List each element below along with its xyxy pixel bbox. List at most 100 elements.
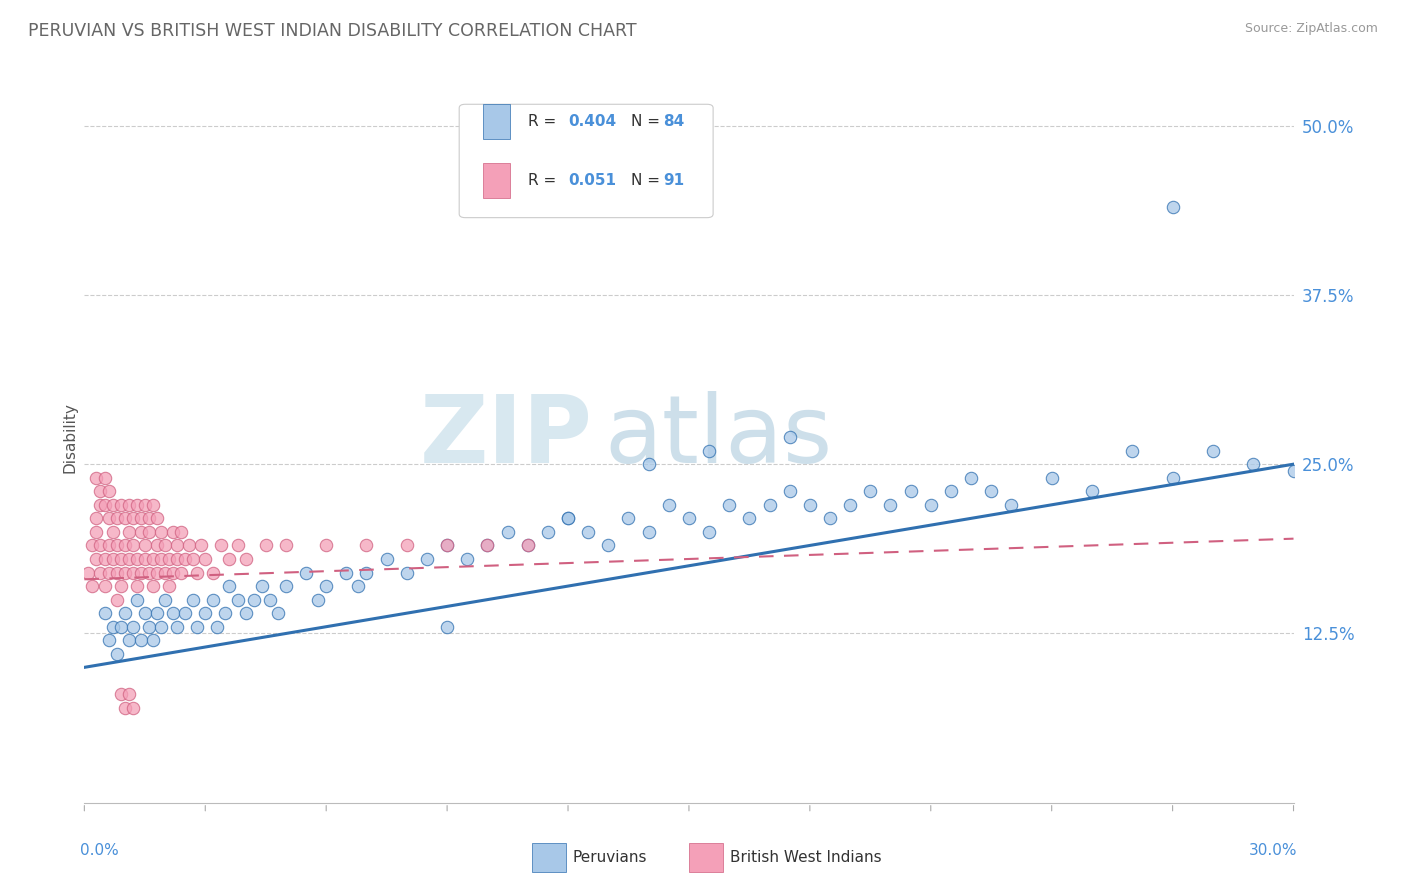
Point — [436, 538, 458, 552]
Point — [134, 552, 156, 566]
Point — [125, 579, 148, 593]
Point — [218, 579, 240, 593]
Point — [617, 511, 640, 525]
Point — [1000, 498, 1022, 512]
Point — [105, 538, 128, 552]
Point — [375, 552, 398, 566]
Point — [347, 579, 370, 593]
FancyBboxPatch shape — [531, 843, 565, 872]
Point — [138, 566, 160, 580]
Point — [637, 457, 659, 471]
Point — [818, 511, 841, 525]
Point — [335, 566, 357, 580]
Point — [477, 538, 499, 552]
Point — [537, 524, 560, 539]
Point — [779, 484, 801, 499]
Text: 0.051: 0.051 — [568, 173, 616, 188]
Point — [110, 498, 132, 512]
Text: ZIP: ZIP — [419, 391, 592, 483]
Text: PERUVIAN VS BRITISH WEST INDIAN DISABILITY CORRELATION CHART: PERUVIAN VS BRITISH WEST INDIAN DISABILI… — [28, 22, 637, 40]
Point — [1282, 464, 1305, 478]
Point — [395, 566, 418, 580]
Text: Source: ZipAtlas.com: Source: ZipAtlas.com — [1244, 22, 1378, 36]
Point — [179, 538, 201, 552]
Point — [114, 538, 136, 552]
Point — [202, 592, 225, 607]
Point — [456, 552, 478, 566]
Point — [516, 538, 538, 552]
Point — [1161, 200, 1184, 214]
Point — [576, 524, 599, 539]
Text: 0.404: 0.404 — [568, 113, 616, 128]
Point — [214, 606, 236, 620]
Point — [1241, 457, 1264, 471]
FancyBboxPatch shape — [484, 162, 510, 198]
Point — [105, 592, 128, 607]
Text: Peruvians: Peruvians — [572, 850, 647, 865]
Text: N =: N = — [631, 113, 659, 128]
Point — [416, 552, 439, 566]
Point — [879, 498, 901, 512]
Point — [89, 538, 111, 552]
Point — [598, 538, 620, 552]
Point — [121, 511, 143, 525]
Point — [89, 566, 111, 580]
Point — [315, 538, 337, 552]
Point — [242, 592, 264, 607]
Point — [274, 538, 297, 552]
Point — [436, 538, 458, 552]
Point — [101, 620, 124, 634]
Point — [97, 633, 120, 648]
Point — [101, 498, 124, 512]
Point — [697, 443, 720, 458]
Point — [118, 688, 141, 702]
Point — [114, 566, 136, 580]
Point — [153, 538, 176, 552]
Point — [153, 592, 176, 607]
Point — [516, 538, 538, 552]
Text: atlas: atlas — [605, 391, 832, 483]
Point — [110, 620, 132, 634]
Point — [146, 566, 169, 580]
Point — [149, 620, 172, 634]
Point — [718, 498, 741, 512]
Point — [129, 524, 152, 539]
Point — [226, 538, 249, 552]
Point — [146, 538, 169, 552]
Point — [939, 484, 962, 499]
Point — [142, 579, 165, 593]
Point — [697, 524, 720, 539]
Point — [86, 524, 108, 539]
Point — [134, 498, 156, 512]
Point — [799, 498, 821, 512]
Point — [118, 552, 141, 566]
Point — [356, 566, 378, 580]
Point — [142, 552, 165, 566]
Point — [900, 484, 922, 499]
Point — [209, 538, 232, 552]
Point — [170, 524, 193, 539]
Point — [174, 606, 197, 620]
Point — [181, 552, 204, 566]
Point — [146, 511, 169, 525]
Point — [250, 579, 273, 593]
FancyBboxPatch shape — [484, 103, 510, 138]
Point — [477, 538, 499, 552]
Text: R =: R = — [529, 113, 561, 128]
Point — [207, 620, 229, 634]
Point — [920, 498, 942, 512]
Point — [235, 606, 257, 620]
Point — [110, 552, 132, 566]
Point — [125, 552, 148, 566]
Point — [93, 471, 115, 485]
Point — [114, 606, 136, 620]
Text: British West Indians: British West Indians — [730, 850, 882, 865]
Point — [129, 633, 152, 648]
Point — [267, 606, 290, 620]
Point — [1121, 443, 1143, 458]
Point — [960, 471, 983, 485]
Point — [101, 524, 124, 539]
Point — [202, 566, 225, 580]
Point — [186, 620, 208, 634]
Point — [637, 524, 659, 539]
